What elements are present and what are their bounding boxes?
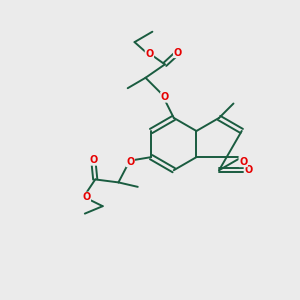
Text: O: O <box>239 157 247 166</box>
Text: O: O <box>82 192 91 202</box>
Text: O: O <box>90 155 98 165</box>
Text: O: O <box>173 47 182 58</box>
Text: O: O <box>126 157 134 166</box>
Text: O: O <box>145 49 154 59</box>
Text: O: O <box>161 92 169 102</box>
Text: O: O <box>244 165 253 175</box>
